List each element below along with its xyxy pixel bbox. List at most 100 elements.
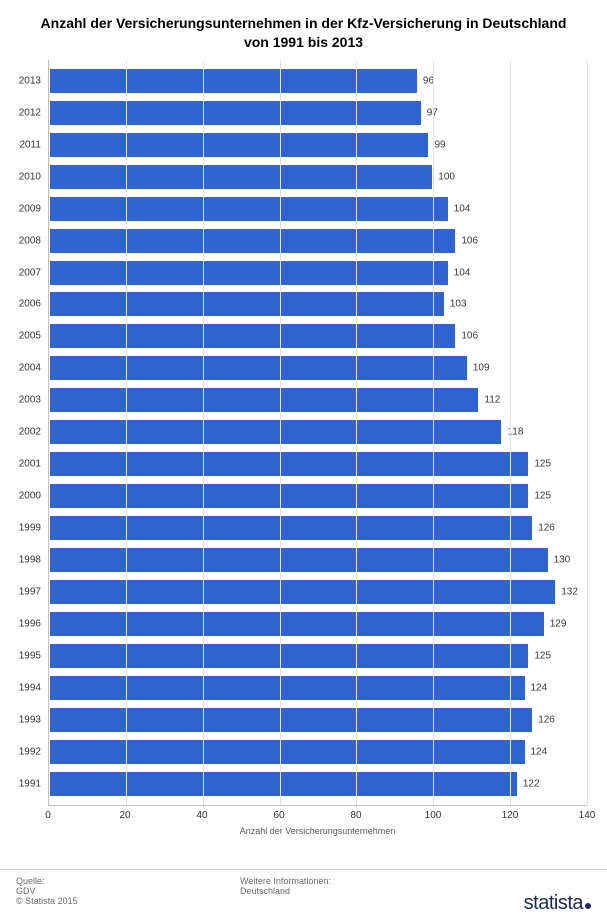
bar-value-label: 124: [525, 746, 548, 757]
grid-line: [356, 60, 357, 805]
x-axis-title: Anzahl der Versicherungsunternehmen: [48, 826, 587, 836]
x-tick-label: 140: [579, 810, 596, 821]
y-category-label: 2005: [19, 331, 49, 342]
bar-row: 1999126: [49, 515, 587, 541]
bar-row: 2005106: [49, 323, 587, 349]
bar-row: 2003112: [49, 387, 587, 413]
y-category-label: 2004: [19, 363, 49, 374]
bar-row: 2004109: [49, 355, 587, 381]
plot-region: 2013962012972011992010100200910420081062…: [48, 60, 587, 806]
bar-value-label: 125: [528, 491, 551, 502]
bar: 104: [49, 260, 449, 286]
bar: 129: [49, 611, 545, 637]
grid-line: [280, 60, 281, 805]
bar-value-label: 129: [544, 618, 567, 629]
logo-text: statista: [524, 892, 583, 914]
x-tick-label: 0: [45, 810, 51, 821]
bar: 118: [49, 419, 502, 445]
chart-footer: Quelle: GDV © Statista 2015 Weitere Info…: [0, 869, 607, 923]
bar-row: 1997132: [49, 579, 587, 605]
y-category-label: 1998: [19, 555, 49, 566]
bar-row: 201199: [49, 132, 587, 158]
bar-value-label: 103: [444, 299, 467, 310]
source-label: Quelle:: [16, 876, 78, 886]
y-category-label: 2001: [19, 459, 49, 470]
y-category-label: 1999: [19, 523, 49, 534]
bar-row: 1994124: [49, 675, 587, 701]
y-category-label: 2013: [19, 75, 49, 86]
bar-row: 2002118: [49, 419, 587, 445]
bar: 124: [49, 675, 526, 701]
bar: 125: [49, 643, 529, 669]
y-category-label: 1996: [19, 618, 49, 629]
grid-line: [433, 60, 434, 805]
bar-row: 1998130: [49, 547, 587, 573]
bar-value-label: 112: [478, 395, 500, 406]
bar-value-label: 126: [532, 714, 555, 725]
bar: 126: [49, 515, 533, 541]
y-category-label: 1991: [19, 778, 49, 789]
y-category-label: 2009: [19, 203, 49, 214]
bar-value-label: 100: [432, 171, 455, 182]
bar-value-label: 104: [448, 203, 471, 214]
copyright-text: © Statista 2015: [16, 896, 78, 906]
y-category-label: 2012: [19, 107, 49, 118]
x-tick-label: 20: [119, 810, 130, 821]
y-category-label: 2011: [19, 139, 49, 150]
bar-row: 2001125: [49, 451, 587, 477]
bar: 100: [49, 164, 433, 190]
bar: 106: [49, 323, 456, 349]
bar-row: 1995125: [49, 643, 587, 669]
x-tick-label: 100: [425, 810, 442, 821]
bar: 130: [49, 547, 549, 573]
bar-value-label: 125: [528, 650, 551, 661]
bar: 122: [49, 771, 518, 797]
bar-value-label: 126: [532, 523, 555, 534]
bar-value-label: 97: [421, 107, 438, 118]
bar: 125: [49, 451, 529, 477]
bar-value-label: 106: [455, 235, 478, 246]
y-category-label: 2002: [19, 427, 49, 438]
more-info-value: Deutschland: [240, 886, 331, 896]
chart-title: Anzahl der Versicherungsunternehmen in d…: [0, 0, 607, 60]
bar-value-label: 125: [528, 459, 551, 470]
bar-value-label: 130: [548, 555, 571, 566]
y-category-label: 2008: [19, 235, 49, 246]
bar-row: 1993126: [49, 707, 587, 733]
x-tick-label: 120: [502, 810, 519, 821]
y-category-label: 2010: [19, 171, 49, 182]
bar-row: 2009104: [49, 196, 587, 222]
bar: 96: [49, 68, 418, 94]
bar: 106: [49, 228, 456, 254]
grid-line: [587, 60, 588, 805]
bar-value-label: 122: [517, 778, 540, 789]
bar-row: 2010100: [49, 164, 587, 190]
bar-row: 1996129: [49, 611, 587, 637]
y-category-label: 2000: [19, 491, 49, 502]
grid-line: [510, 60, 511, 805]
x-tick-label: 60: [273, 810, 284, 821]
bar-value-label: 96: [417, 75, 434, 86]
bar: 124: [49, 739, 526, 765]
bar-row: 2000125: [49, 483, 587, 509]
bar-value-label: 109: [467, 363, 490, 374]
logo-dot-icon: [585, 903, 591, 909]
bar: 109: [49, 355, 468, 381]
bar: 125: [49, 483, 529, 509]
y-category-label: 1997: [19, 587, 49, 598]
bar: 112: [49, 387, 479, 413]
bar-value-label: 118: [501, 427, 523, 438]
bar-row: 201396: [49, 68, 587, 94]
grid-line: [203, 60, 204, 805]
statista-logo: statista: [524, 892, 591, 915]
bar: 97: [49, 100, 422, 126]
y-category-label: 2007: [19, 267, 49, 278]
chart-area: 2013962012972011992010100200910420081062…: [48, 60, 587, 840]
bar-row: 1991122: [49, 771, 587, 797]
bar-value-label: 132: [555, 587, 578, 598]
bar-value-label: 104: [448, 267, 471, 278]
bar: 126: [49, 707, 533, 733]
bar-row: 201297: [49, 100, 587, 126]
x-tick-label: 80: [350, 810, 361, 821]
y-category-label: 1993: [19, 714, 49, 725]
